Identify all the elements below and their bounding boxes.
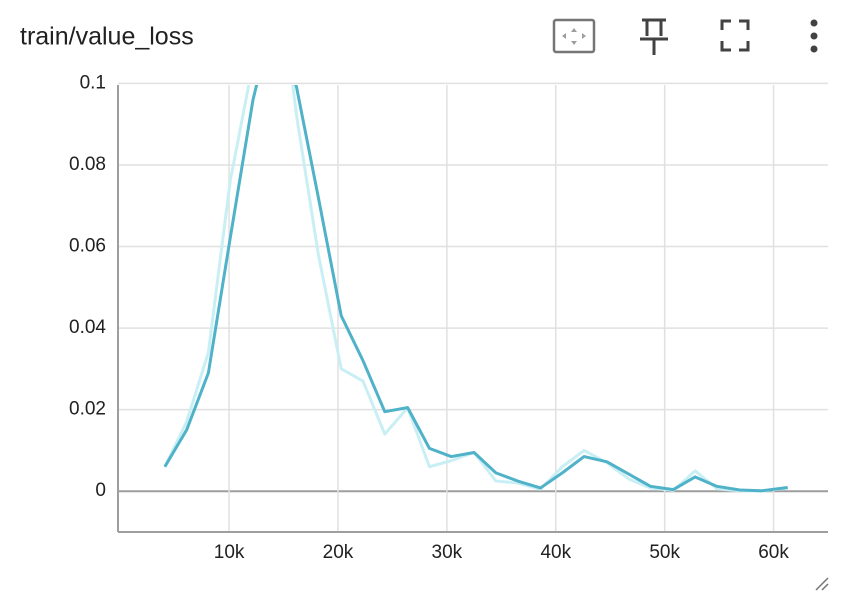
dot: [810, 32, 818, 40]
fit-arrows: [562, 28, 586, 45]
fullscreen-button[interactable]: [720, 19, 750, 52]
fit-icon: [552, 18, 596, 54]
more-button[interactable]: [810, 19, 818, 53]
grid: 0 0.02 0.04 0.06 0.08 0.1 10k 20k 30k 40k 50k 60k: [69, 72, 828, 563]
resize-handle[interactable]: [815, 577, 829, 591]
pin-icon: [640, 18, 668, 55]
chart-title: train/value_loss: [20, 23, 194, 51]
y-tick-label: 0.08: [69, 154, 106, 175]
dot: [810, 45, 818, 53]
y-tick-label: 0.02: [69, 399, 106, 420]
fit-domain-button[interactable]: [552, 18, 596, 54]
y-tick-label: 0.1: [80, 72, 106, 93]
pin-button[interactable]: [640, 18, 668, 55]
y-tick-label: 0.04: [69, 317, 106, 338]
dot: [810, 19, 818, 27]
series-line: [163, 85, 788, 493]
x-tick-label: 60k: [758, 542, 789, 563]
y-tick-label: 0.06: [69, 236, 106, 257]
x-tick-label: 10k: [214, 542, 245, 563]
x-tick-label: 50k: [649, 542, 680, 563]
plot-area: [163, 85, 788, 493]
x-tick-label: 20k: [323, 542, 354, 563]
fullscreen-icon: [720, 19, 750, 52]
series-line: [163, 85, 788, 493]
x-tick-label: 40k: [540, 542, 571, 563]
y-tick-label: 0: [95, 480, 106, 501]
x-tick-label: 30k: [432, 542, 463, 563]
